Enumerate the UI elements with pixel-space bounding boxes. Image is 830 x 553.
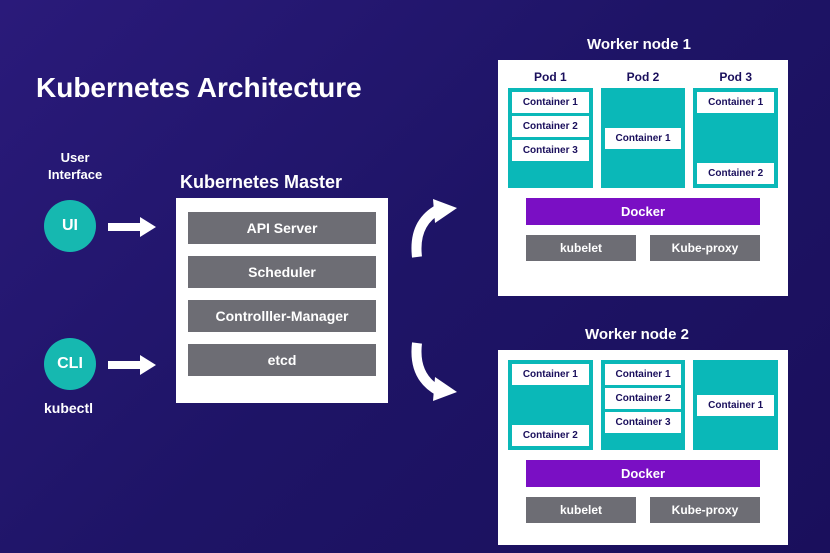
worker2-pod2: Container 1 Container 2 Container 3 [601, 360, 686, 450]
worker2-pod1: Container 1 Container 2 [508, 360, 593, 450]
worker1-pod2: Pod 2 Container 1 [601, 70, 686, 188]
worker1-docker: Docker [526, 198, 760, 225]
worker1-pod3: Pod 3 Container 1 Container 2 [693, 70, 778, 188]
container-box: Container 2 [697, 163, 774, 184]
pod-label: Pod 2 [627, 70, 660, 84]
page-title: Kubernetes Architecture [36, 72, 362, 104]
container-box: Container 3 [512, 140, 589, 161]
container-box: Container 3 [605, 412, 682, 433]
worker1-pods-row: Pod 1 Container 1 Container 2 Container … [508, 70, 778, 188]
worker1-kubeproxy: Kube-proxy [650, 235, 760, 261]
worker2-box: Container 1 Container 2 Container 1 Cont… [498, 350, 788, 545]
pod-body: Container 1 [601, 88, 686, 188]
worker2-pod3: Container 1 [693, 360, 778, 450]
worker2-agents: kubelet Kube-proxy [508, 497, 778, 523]
arrow-master-to-worker1 [405, 195, 465, 265]
user-interface-label: User Interface [48, 150, 102, 184]
arrow-cli-to-master [108, 358, 158, 372]
kubectl-label: kubectl [44, 400, 93, 416]
pod-label: Pod 1 [534, 70, 567, 84]
master-scheduler: Scheduler [188, 256, 376, 288]
worker2-kubelet: kubelet [526, 497, 636, 523]
pod-label: Pod 3 [719, 70, 752, 84]
pod-body: Container 1 Container 2 Container 3 [601, 360, 686, 450]
container-box: Container 1 [605, 364, 682, 385]
worker1-box: Pod 1 Container 1 Container 2 Container … [498, 60, 788, 296]
worker1-kubelet: kubelet [526, 235, 636, 261]
container-box: Container 2 [512, 116, 589, 137]
container-box: Container 1 [697, 395, 774, 416]
master-etcd: etcd [188, 344, 376, 376]
cli-client-node: CLI [44, 338, 96, 390]
pod-body: Container 1 [693, 360, 778, 450]
worker1-agents: kubelet Kube-proxy [508, 235, 778, 261]
container-box: Container 2 [605, 388, 682, 409]
worker2-pods-row: Container 1 Container 2 Container 1 Cont… [508, 360, 778, 450]
master-box: API Server Scheduler Controlller-Manager… [176, 198, 388, 403]
container-box: Container 1 [605, 128, 682, 149]
worker2-title: Worker node 2 [585, 326, 689, 343]
worker1-title: Worker node 1 [587, 36, 691, 53]
pod-body: Container 1 Container 2 [693, 88, 778, 188]
container-box: Container 1 [512, 364, 589, 385]
pod-body: Container 1 Container 2 Container 3 [508, 88, 593, 188]
master-controller-manager: Controlller-Manager [188, 300, 376, 332]
master-api-server: API Server [188, 212, 376, 244]
arrow-master-to-worker2 [405, 335, 465, 405]
worker1-pod1: Pod 1 Container 1 Container 2 Container … [508, 70, 593, 188]
master-title: Kubernetes Master [180, 172, 342, 193]
worker2-kubeproxy: Kube-proxy [650, 497, 760, 523]
arrow-ui-to-master [108, 220, 158, 234]
pod-body: Container 1 Container 2 [508, 360, 593, 450]
worker2-docker: Docker [526, 460, 760, 487]
container-box: Container 2 [512, 425, 589, 446]
container-box: Container 1 [697, 92, 774, 113]
ui-client-node: UI [44, 200, 96, 252]
container-box: Container 1 [512, 92, 589, 113]
